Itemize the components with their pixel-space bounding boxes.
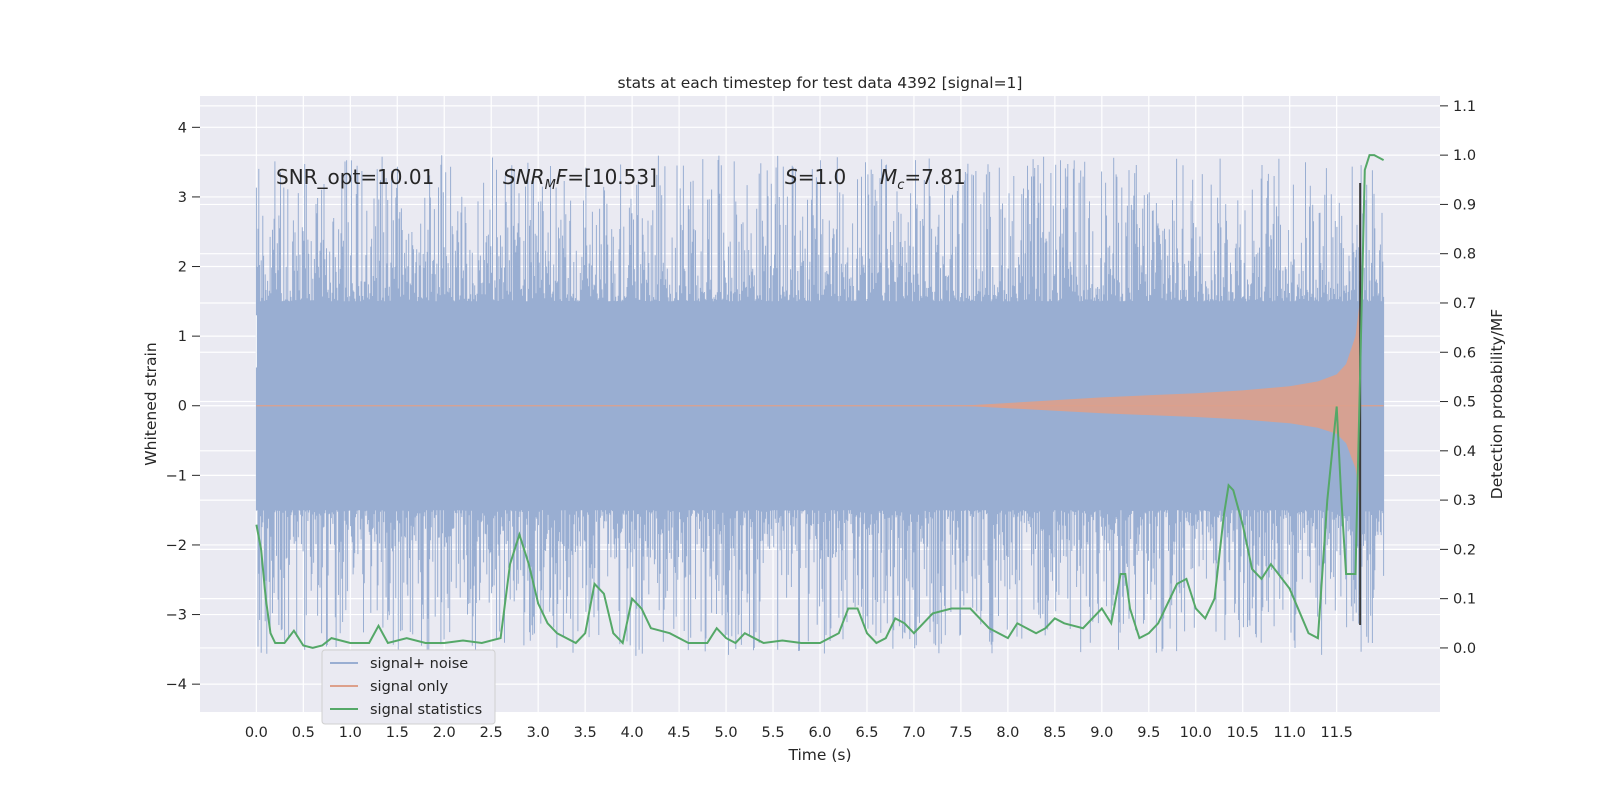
y-right-tick-label: 1.1 — [1453, 99, 1476, 115]
y-right-tick-label: 0.7 — [1453, 296, 1476, 312]
y-right-tick-label: 0.6 — [1453, 345, 1476, 361]
y-axis-label: Whitened strain — [142, 342, 160, 465]
y-axis-right-ticks: 1.1 1.0 0.9 0.8 0.7 0.6 0.5 0.4 0.3 0.2 0.1 0.0 — [1440, 99, 1476, 657]
y-tick-label: −3 — [166, 608, 187, 624]
y-tick-label: 2 — [178, 260, 187, 276]
x-tick-label: 9.0 — [1090, 725, 1113, 741]
y-tick-label: 4 — [178, 120, 187, 136]
y-right-tick-label: 0.5 — [1453, 395, 1476, 411]
y-right-tick-label: 0.8 — [1453, 247, 1476, 263]
x-tick-label: 0.5 — [292, 725, 315, 741]
annotation-snr-opt: SNR_opt=10.01 — [276, 165, 434, 189]
y-right-tick-label: 0.3 — [1453, 493, 1476, 509]
y-right-tick-label: 0.0 — [1453, 641, 1476, 657]
x-tick-label: 7.5 — [949, 725, 972, 741]
x-tick-label: 3.5 — [574, 725, 597, 741]
chart-title: stats at each timestep for test data 439… — [618, 74, 1023, 92]
x-axis-ticks: 0.0 0.5 1.0 1.5 2.0 2.5 3.0 3.5 4.0 4.5 5.0 5.5 6.0 6… — [245, 725, 1353, 741]
stats-series-line — [255, 154, 1385, 649]
x-tick-label: 4.5 — [668, 725, 691, 741]
y-right-tick-label: 0.4 — [1453, 444, 1476, 460]
legend-box — [321, 649, 496, 725]
annotation-mc: Mc=7.81 — [880, 165, 966, 193]
y-right-tick-label: 0.2 — [1453, 542, 1476, 558]
x-tick-label: 4.0 — [621, 725, 644, 741]
x-tick-label: 10.5 — [1227, 725, 1259, 741]
signal-envelope — [960, 297, 1361, 503]
x-tick-label: 9.5 — [1137, 725, 1160, 741]
y-right-tick-label: 1.0 — [1453, 148, 1476, 164]
x-tick-label: 6.0 — [808, 725, 831, 741]
y-tick-label: 1 — [178, 329, 187, 345]
annotation-snr-mf: SNRMF=[10.53] — [503, 165, 657, 193]
x-tick-label: 7.0 — [902, 725, 925, 741]
y-right-tick-label: 0.9 — [1453, 197, 1476, 213]
x-tick-label: 0.0 — [245, 725, 268, 741]
y-tick-label: 0 — [178, 399, 187, 415]
y-tick-label: −4 — [166, 677, 187, 693]
y-tick-label: −1 — [166, 468, 187, 484]
y-tick-label: −2 — [166, 538, 187, 554]
x-tick-label: 11.5 — [1321, 725, 1353, 741]
annotation-s: S=1.0 — [785, 165, 846, 189]
signal-series — [256, 297, 1384, 503]
legend-label-signal: signal only — [370, 679, 449, 695]
x-tick-label: 11.0 — [1274, 725, 1306, 741]
x-tick-label: 5.0 — [715, 725, 738, 741]
y-axis-right-label: Detection probability/MF — [1488, 309, 1506, 500]
x-tick-label: 3.0 — [527, 725, 550, 741]
legend-label-noise: signal+ noise — [370, 656, 468, 672]
x-tick-label: 2.0 — [433, 725, 456, 741]
x-tick-label: 8.5 — [1043, 725, 1066, 741]
legend: signal+ noise signal only signal statist… — [321, 649, 496, 725]
x-tick-label: 1.5 — [386, 725, 409, 741]
x-axis-label: Time (s) — [787, 746, 851, 764]
x-tick-label: 2.5 — [480, 725, 503, 741]
x-tick-label: 8.0 — [996, 725, 1019, 741]
y-right-tick-label: 0.1 — [1453, 592, 1476, 608]
y-tick-label: 3 — [178, 190, 187, 206]
x-tick-label: 6.5 — [855, 725, 878, 741]
x-tick-label: 10.0 — [1180, 725, 1212, 741]
y-axis-ticks: 4 3 2 1 0 −1 −2 −3 −4 — [166, 120, 200, 693]
legend-label-stats: signal statistics — [370, 702, 482, 718]
x-tick-label: 1.0 — [339, 725, 362, 741]
x-tick-label: 5.5 — [761, 725, 784, 741]
